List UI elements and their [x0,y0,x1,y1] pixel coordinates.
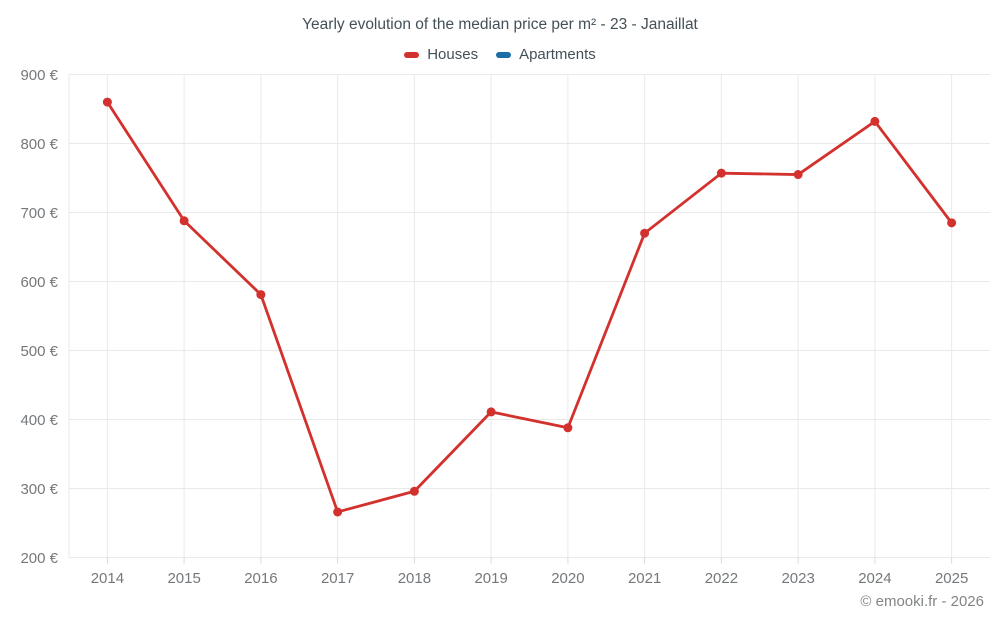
houses-data-point-2025[interactable] [947,218,957,228]
y-axis-label: 300 € [20,481,58,498]
houses-data-point-2023[interactable] [793,170,803,180]
x-axis-label: 2023 [781,570,814,587]
houses-series-swatch-icon [404,51,420,58]
houses-data-point-2021[interactable] [640,228,650,238]
y-axis-label: 900 € [20,67,58,84]
houses-data-point-2017[interactable] [333,507,343,517]
houses-data-point-2024[interactable] [870,116,880,126]
x-axis-label: 2014 [91,570,124,587]
houses-series-line [105,100,954,514]
y-axis-label: 700 € [20,205,58,222]
houses-data-point-2020[interactable] [563,423,573,433]
houses-data-point-2015[interactable] [179,216,189,226]
x-axis-label: 2018 [398,570,431,587]
y-axis-label: 400 € [20,412,58,429]
apartments-series-label: Apartments [519,46,596,63]
x-axis-label: 2025 [935,570,968,587]
y-axis-label: 500 € [20,343,58,360]
houses-data-point-2019[interactable] [486,407,496,417]
houses-data-point-2022[interactable] [716,168,726,178]
copyright-text: © emooki.fr - 2026 [860,593,984,610]
y-axis-label: 800 € [20,136,58,153]
x-axis-label: 2015 [167,570,200,587]
chart-title: Yearly evolution of the median price per… [302,16,698,33]
houses-data-point-2016[interactable] [256,290,266,300]
legend-item-houses[interactable]: Houses [404,46,478,63]
x-axis-label: 2016 [244,570,277,587]
houses-series-label: Houses [427,46,479,63]
x-axis-label: 2019 [474,570,507,587]
houses-data-point-2014[interactable] [102,97,112,107]
x-axis-label: 2017 [321,570,354,587]
y-axis-label: 200 € [20,550,58,567]
x-axis-label: 2022 [705,570,738,587]
x-axis-label: 2020 [551,570,584,587]
chart-legend: Houses Apartments [0,46,1000,63]
x-axis-label: 2024 [858,570,891,587]
legend-item-apartments[interactable]: Apartments [496,46,596,63]
x-axis-label: 2021 [628,570,661,587]
y-axis-label: 600 € [20,274,58,291]
houses-data-point-2018[interactable] [409,486,419,496]
apartments-series-swatch-icon [496,51,512,58]
